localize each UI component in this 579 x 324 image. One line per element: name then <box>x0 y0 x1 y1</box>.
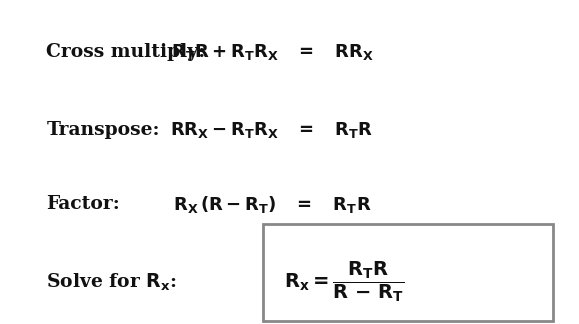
FancyBboxPatch shape <box>263 224 553 321</box>
Text: Solve for $\mathbf{R_x}$:: Solve for $\mathbf{R_x}$: <box>46 271 177 293</box>
Text: Factor:: Factor: <box>46 195 120 213</box>
Text: Cross multiply:: Cross multiply: <box>46 43 206 61</box>
Text: $\mathbf{R_TR + R_TR_X \quad = \quad RR_X}$: $\mathbf{R_TR + R_TR_X \quad = \quad RR_… <box>171 42 373 62</box>
Text: $\mathbf{R_x = \dfrac{R_TR}{R\,-\,R_T}}$: $\mathbf{R_x = \dfrac{R_TR}{R\,-\,R_T}}$ <box>284 260 405 304</box>
Text: $\mathbf{R_X\,(R - R_T) \quad = \quad R_TR}$: $\mathbf{R_X\,(R - R_T) \quad = \quad R_… <box>173 194 371 214</box>
Text: Transpose:: Transpose: <box>46 121 160 139</box>
Text: $\mathbf{RR_X - R_TR_X \quad = \quad R_TR}$: $\mathbf{RR_X - R_TR_X \quad = \quad R_T… <box>170 120 374 140</box>
